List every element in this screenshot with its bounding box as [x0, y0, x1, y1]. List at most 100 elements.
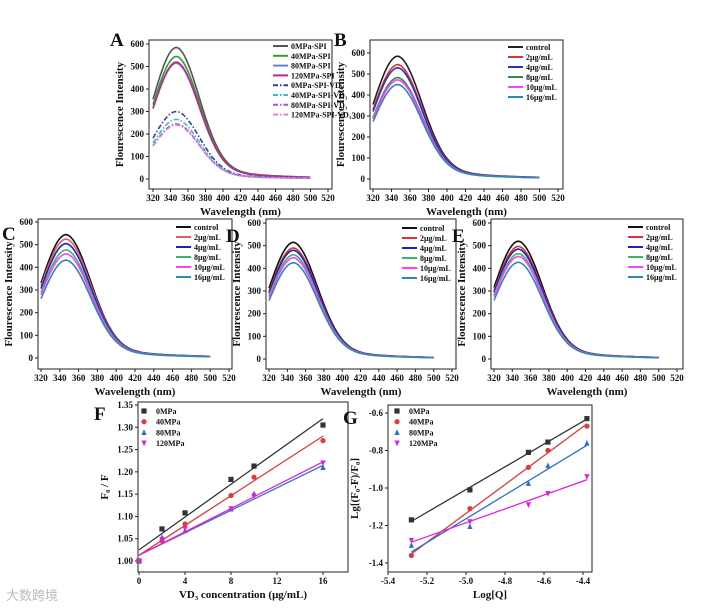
legend-label: 40MPa: [409, 418, 433, 427]
y-tick-label: 200: [352, 132, 366, 142]
legend-marker: [394, 429, 400, 435]
data-point: [525, 502, 531, 508]
data-point: [228, 492, 234, 499]
series-line: [493, 240, 659, 359]
series-line: [372, 55, 540, 179]
legend-label: 40MPa-SPI-VD₃: [291, 91, 348, 100]
y-tick-label: -1.4: [369, 558, 384, 568]
y-tick-label: 1.05: [117, 534, 133, 544]
legend-marker: [141, 408, 147, 414]
x-tick-label: 0: [137, 576, 142, 586]
legend-label: 80MPa-SPI: [291, 62, 331, 71]
x-axis-title: Wavelength (nm): [200, 206, 281, 218]
legend-marker: [141, 429, 147, 435]
data-point: [584, 423, 590, 429]
y-tick-label: 400: [473, 263, 487, 273]
x-tick-label: 460: [390, 373, 404, 383]
series-line: [152, 62, 311, 179]
series-line: [493, 255, 659, 359]
data-point: [159, 526, 165, 532]
data-point: [467, 487, 473, 493]
x-tick-label: 440: [251, 193, 265, 203]
plot-frame: [490, 218, 684, 370]
x-tick-label: -5.4: [381, 576, 396, 586]
y-tick-label: 400: [131, 84, 145, 94]
data-point: [584, 439, 590, 446]
x-tick-label: 360: [403, 193, 417, 203]
series-line: [40, 259, 211, 358]
panel-label: D: [226, 226, 240, 247]
legend-label: 80MPa: [156, 428, 180, 437]
data-point: [408, 552, 414, 559]
legend-marker: [394, 440, 400, 447]
y-tick-label: -0.6: [369, 408, 384, 418]
y-tick-label: 600: [352, 48, 366, 58]
y-tick-label: 400: [248, 263, 262, 273]
panel-label: F: [94, 404, 106, 425]
data-point: [545, 491, 551, 497]
x-tick-label: 380: [542, 373, 556, 383]
series-line: [372, 76, 540, 179]
x-tick-label: 520: [321, 193, 335, 203]
y-tick-label: -1.2: [369, 521, 384, 531]
legend-label: 8μg/mL: [646, 253, 673, 262]
y-tick-label: 600: [248, 218, 262, 228]
series-line: [493, 252, 659, 359]
x-tick-label: -4.4: [576, 576, 591, 586]
y-tick-label: 1.15: [117, 489, 133, 499]
legend-label: 4μg/mL: [194, 243, 221, 252]
x-tick-label: -4.6: [537, 576, 552, 586]
y-tick-label: 1.30: [117, 422, 133, 432]
series-line: [152, 124, 311, 180]
legend-label: 40MPa: [156, 418, 180, 427]
x-axis-title: Log[Q]: [473, 589, 507, 601]
data-point: [408, 517, 414, 523]
series-line: [372, 63, 540, 179]
y-tick-label: 300: [352, 111, 366, 121]
y-axis-title: Lg[(F₀-F)/F₀]: [349, 458, 361, 519]
series-line: [372, 83, 540, 179]
legend-label: 8μg/mL: [526, 73, 553, 82]
data-point: [545, 439, 551, 445]
x-tick-label: 400: [216, 193, 230, 203]
legend-label: 80MPa: [409, 428, 433, 437]
series-line: [152, 118, 311, 179]
data-point: [251, 463, 257, 469]
y-tick-label: 600: [131, 39, 145, 49]
y-tick-label: 500: [473, 241, 487, 251]
legend-label: 120MPa: [156, 439, 184, 448]
legend-label: control: [194, 223, 219, 232]
x-tick-label: 400: [560, 373, 574, 383]
series-line: [268, 247, 434, 359]
x-axis-title: VD₃ concentration (μg/mL): [179, 589, 307, 601]
x-tick-label: 440: [597, 373, 611, 383]
panel-b: B 320 340 360 380 400 420 440 460 480 500 520 0 100 20…: [334, 30, 565, 218]
series-line: [372, 79, 540, 179]
legend-label: 16μg/mL: [526, 93, 557, 102]
x-axis-title: Wavelength (nm): [95, 386, 176, 398]
data-point: [467, 523, 473, 530]
x-tick-label: 380: [199, 193, 213, 203]
data-point: [545, 447, 551, 454]
x-tick-label: 16: [319, 576, 329, 586]
x-tick-label: 480: [514, 193, 528, 203]
x-tick-label: 360: [181, 193, 195, 203]
legend-label: 0MPa: [156, 407, 176, 416]
y-axis-title: Flourescence Intensity: [3, 241, 15, 347]
panel-label: B: [334, 30, 347, 51]
series-line: [40, 249, 211, 358]
legend-marker: [141, 419, 147, 425]
series-line: [268, 249, 434, 359]
legend-label: control: [646, 223, 671, 232]
x-tick-label: 420: [459, 193, 473, 203]
x-tick-label: 420: [579, 373, 593, 383]
series-line: [268, 256, 434, 359]
y-tick-label: -1.0: [369, 483, 384, 493]
x-tick-label: 480: [286, 193, 300, 203]
x-tick-label: 380: [317, 373, 331, 383]
legend-label: 10μg/mL: [420, 264, 451, 273]
y-tick-label: 100: [352, 153, 366, 163]
panel-c: C 320 340 360 380 400 420 440 460 480 500 520 0 100 20…: [2, 217, 236, 398]
x-tick-label: 440: [147, 373, 161, 383]
series-line: [152, 61, 311, 179]
